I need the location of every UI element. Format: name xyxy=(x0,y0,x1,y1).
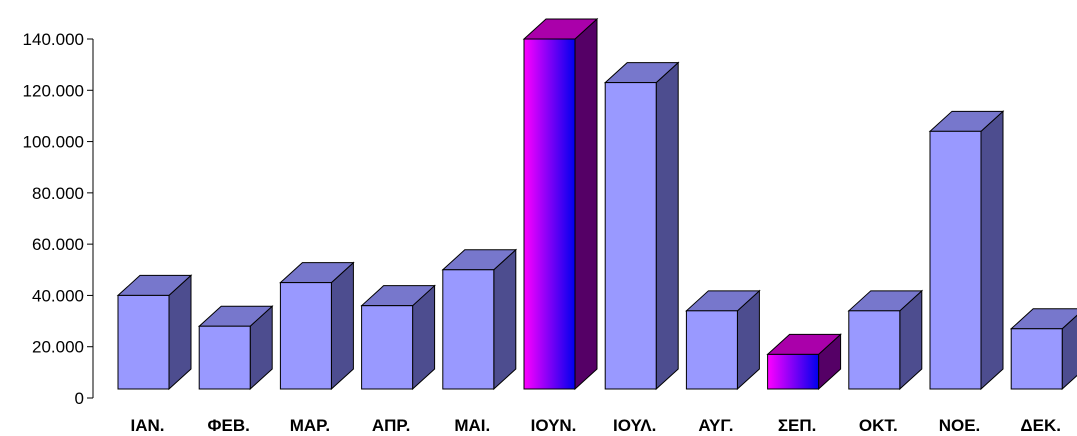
y-tick-label: 40.000 xyxy=(32,286,84,305)
bar-front-face xyxy=(685,310,738,390)
y-tick-label: 20.000 xyxy=(32,338,84,357)
bar-side-face xyxy=(330,261,354,391)
bar-4 xyxy=(360,284,436,391)
axis-layer: ΙΑΝ. ΦΕΒ. ΜΑΡ. ΑΠΡ. ΜΑΙ. ΙΟΥΝ. ΙΟΥΛ. ΑΥΓ. ΣΕΠ. ΟΚ… xyxy=(23,30,1061,435)
bar-side-face xyxy=(655,61,679,391)
bar-front-face xyxy=(767,353,820,390)
x-tick-label: ΣΕΠ. xyxy=(778,416,817,435)
bar-8 xyxy=(685,289,761,391)
bar-3 xyxy=(279,261,355,391)
x-tick-label: ΔΕΚ. xyxy=(1020,416,1061,435)
bar-10 xyxy=(847,289,924,391)
x-tick-label: ΜΑΙ. xyxy=(454,416,490,435)
bar-front-face xyxy=(1010,328,1063,390)
bar-1 xyxy=(116,274,193,391)
x-tick-label: ΦΕΒ. xyxy=(208,416,250,435)
bar-front-face xyxy=(604,82,657,390)
bar-side-face xyxy=(574,17,598,391)
y-tick-label: 100.000 xyxy=(23,133,84,152)
y-tick-label: 0 xyxy=(75,389,84,408)
x-tick-label: ΙΑΝ. xyxy=(131,416,165,435)
bar-front-face xyxy=(523,38,576,390)
y-tick-label: 140.000 xyxy=(23,30,84,49)
bar-5 xyxy=(441,248,518,391)
bar-side-face xyxy=(493,248,517,391)
bars-layer xyxy=(116,17,1077,391)
y-tick-label: 80.000 xyxy=(32,184,84,203)
bar-6 xyxy=(522,17,599,391)
bar-9 xyxy=(766,333,842,391)
y-tick-label: 120.000 xyxy=(23,81,84,100)
x-tick-label: ΙΟΥΝ. xyxy=(531,416,577,435)
bar-2 xyxy=(197,305,274,391)
x-tick-label: ΙΟΥΛ. xyxy=(613,416,656,435)
bar-front-face xyxy=(279,282,332,390)
x-tick-label: ΟΚΤ. xyxy=(859,416,898,435)
bar-front-face xyxy=(929,130,982,390)
bar-front-face xyxy=(848,310,901,390)
x-tick-label: ΑΥΓ. xyxy=(698,416,733,435)
x-tick-label: ΜΑΡ. xyxy=(290,416,330,435)
bar-front-face xyxy=(198,325,251,390)
bar-front-face xyxy=(442,269,495,390)
bar-11 xyxy=(928,110,1005,391)
x-tick-label: ΝΟΕ. xyxy=(939,416,981,435)
bar-12 xyxy=(1009,308,1077,391)
x-tick-label: ΑΠΡ. xyxy=(372,416,410,435)
bar-front-face xyxy=(361,305,414,390)
bar-front-face xyxy=(117,294,170,390)
y-tick-label: 60.000 xyxy=(32,235,84,254)
bar-side-face xyxy=(980,110,1004,391)
bar-7 xyxy=(603,61,680,391)
